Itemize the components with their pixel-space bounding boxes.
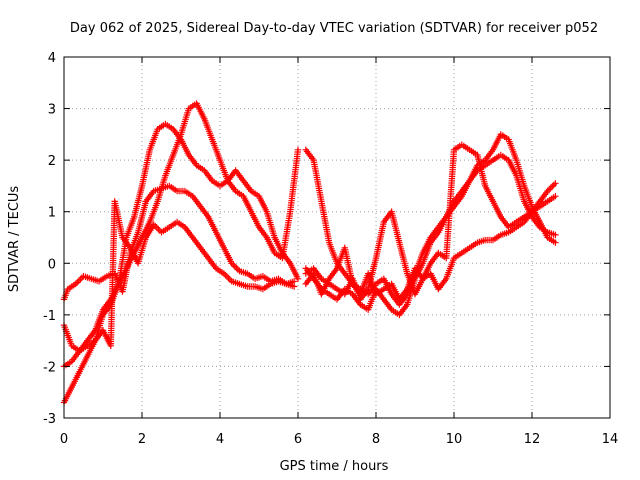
plot-frame	[63, 56, 611, 419]
x-tick-label: 8	[372, 432, 380, 447]
y-tick-label: -1	[43, 309, 56, 324]
series-track-d	[60, 100, 302, 370]
series-track-h	[302, 193, 559, 303]
series-markers	[302, 193, 559, 303]
x-axis-label: GPS time / hours	[280, 459, 389, 474]
y-tick-label: 4	[48, 51, 56, 66]
x-tick-label: 10	[446, 432, 463, 447]
y-tick-label: -3	[43, 412, 56, 427]
y-tick-label: 2	[48, 154, 56, 169]
y-tick-label: 1	[48, 206, 56, 221]
x-tick-label: 14	[602, 432, 619, 447]
series-markers	[302, 146, 559, 308]
x-tick-label: 2	[138, 432, 146, 447]
x-tick-label: 6	[294, 432, 302, 447]
series-track-e	[302, 146, 559, 308]
series-markers	[60, 100, 302, 370]
x-tick-label: 12	[524, 432, 541, 447]
chart-title: Day 062 of 2025, Sidereal Day-to-day VTE…	[70, 21, 598, 36]
y-tick-label: 0	[48, 257, 56, 272]
y-axis-label: SDTVAR / TECUs	[7, 186, 22, 293]
x-tick-label: 0	[60, 432, 68, 447]
x-tick-label: 4	[216, 432, 224, 447]
y-tick-label: 3	[48, 103, 56, 118]
y-tick-label: -2	[43, 360, 56, 375]
axis-ticks	[63, 56, 611, 419]
data-marks	[60, 100, 559, 406]
